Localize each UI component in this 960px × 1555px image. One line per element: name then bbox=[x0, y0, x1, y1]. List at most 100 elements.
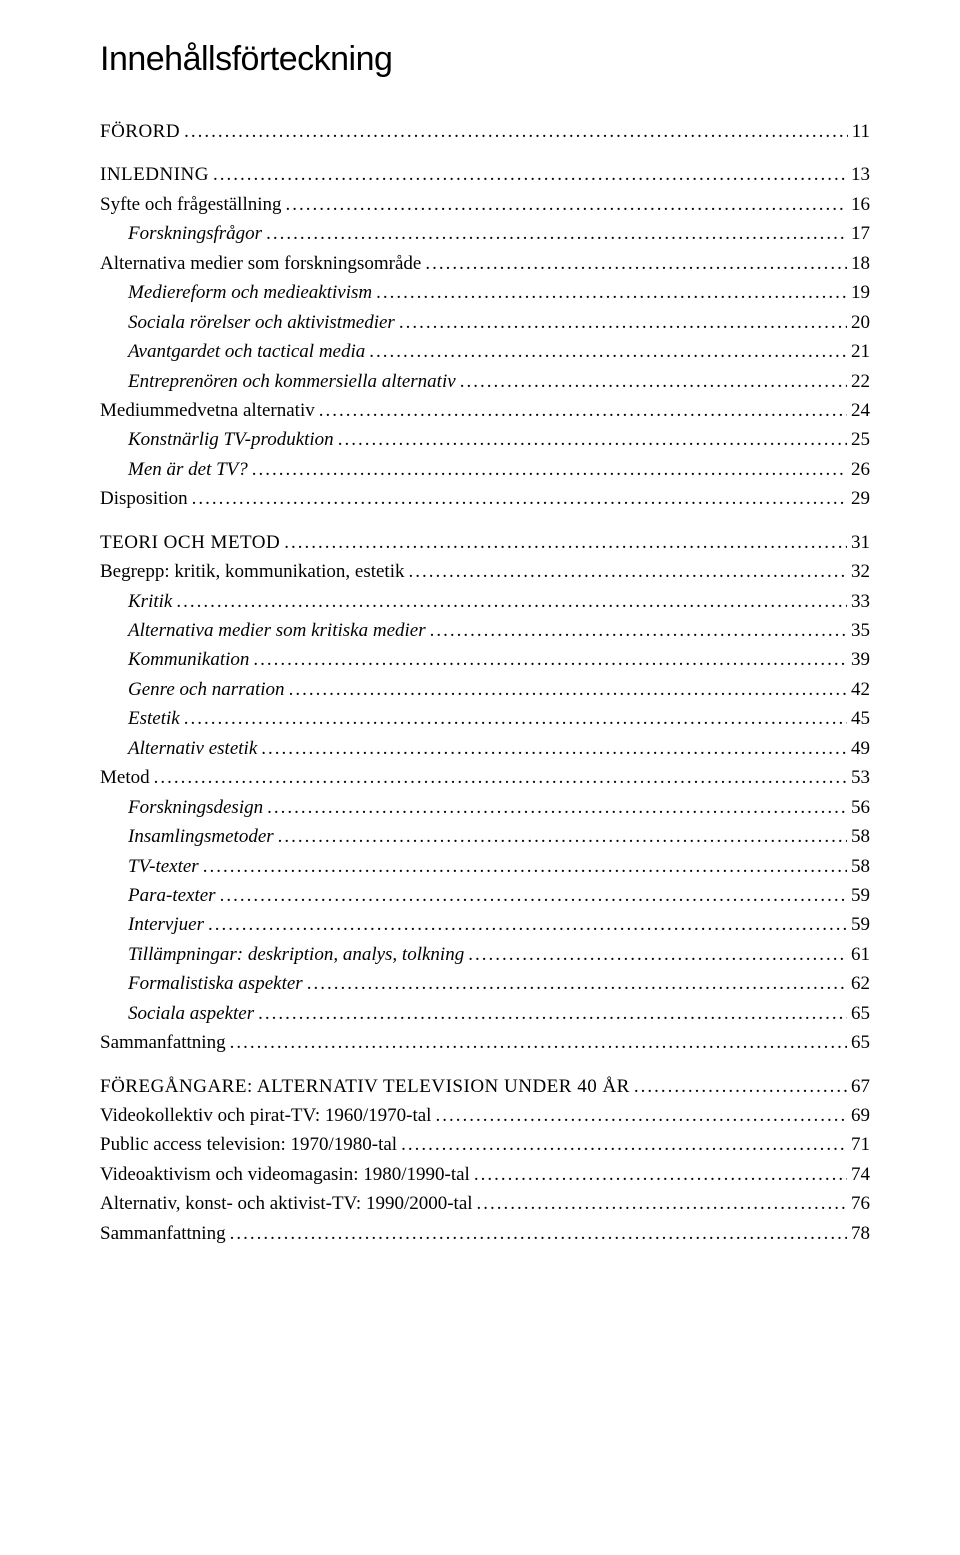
toc-entry: Alternativ, konst- och aktivist-TV: 1990… bbox=[100, 1189, 870, 1218]
toc-entry-page: 58 bbox=[851, 852, 870, 881]
toc-leader-dots bbox=[289, 675, 847, 704]
toc-entry-label: Sammanfattning bbox=[100, 1028, 226, 1057]
toc-entry: Videoaktivism och videomagasin: 1980/199… bbox=[100, 1160, 870, 1189]
toc-entry-page: 61 bbox=[851, 940, 870, 969]
toc-leader-dots bbox=[213, 160, 847, 189]
toc-entry-page: 39 bbox=[851, 645, 870, 674]
toc-leader-dots bbox=[319, 396, 847, 425]
toc-entry-label: Alternativ, konst- och aktivist-TV: 1990… bbox=[100, 1189, 473, 1218]
toc-entry-page: 58 bbox=[851, 822, 870, 851]
toc-entry: Sociala rörelser och aktivistmedier20 bbox=[100, 308, 870, 337]
toc-leader-dots bbox=[408, 557, 847, 586]
toc-entry: Alternativa medier som forskningsområde1… bbox=[100, 249, 870, 278]
toc-entry-page: 33 bbox=[851, 587, 870, 616]
toc-entry-label: Formalistiska aspekter bbox=[128, 969, 303, 998]
toc-leader-dots bbox=[266, 219, 847, 248]
toc-leader-dots bbox=[220, 881, 847, 910]
toc-entry: Mediereform och medieaktivism19 bbox=[100, 278, 870, 307]
toc-entry-page: 53 bbox=[851, 763, 870, 792]
toc-entry-label: Men är det TV? bbox=[128, 455, 248, 484]
toc-entry-label: Alternativ estetik bbox=[128, 734, 257, 763]
toc-entry-label: Metod bbox=[100, 763, 150, 792]
toc-entry: Kritik 33 bbox=[100, 587, 870, 616]
toc-leader-dots bbox=[261, 734, 847, 763]
toc-entry: Sociala aspekter 65 bbox=[100, 999, 870, 1028]
toc-entry: Insamlingsmetoder 58 bbox=[100, 822, 870, 851]
toc-entry-label: Insamlingsmetoder bbox=[128, 822, 274, 851]
toc-leader-dots bbox=[430, 616, 847, 645]
toc-entry: Sammanfattning78 bbox=[100, 1219, 870, 1248]
toc-entry-label: Intervjuer bbox=[128, 910, 204, 939]
toc-entry: Public access television: 1970/1980-tal7… bbox=[100, 1130, 870, 1159]
toc-leader-dots bbox=[634, 1072, 847, 1101]
toc-entry-label: Kritik bbox=[128, 587, 172, 616]
toc-entry-label: Forskningsfrågor bbox=[128, 219, 262, 248]
toc-entry: TEORI OCH METOD 31 bbox=[100, 528, 870, 557]
toc-leader-dots bbox=[208, 910, 847, 939]
toc-entry-label: TEORI OCH METOD bbox=[100, 528, 280, 557]
toc-leader-dots bbox=[192, 484, 847, 513]
toc-entry: Formalistiska aspekter 62 bbox=[100, 969, 870, 998]
toc-entry-label: Entreprenören och kommersiella alternati… bbox=[128, 367, 456, 396]
toc-entry-page: 65 bbox=[851, 1028, 870, 1057]
toc-entry: Alternativ estetik 49 bbox=[100, 734, 870, 763]
toc-entry-label: Kommunikation bbox=[128, 645, 249, 674]
toc-entry-page: 31 bbox=[851, 528, 870, 557]
toc-entry: Alternativa medier som kritiska medier35 bbox=[100, 616, 870, 645]
toc-entry-label: Begrepp: kritik, kommunikation, estetik bbox=[100, 557, 404, 586]
toc-entry: Videokollektiv och pirat-TV: 1960/1970-t… bbox=[100, 1101, 870, 1130]
toc-entry-page: 24 bbox=[851, 396, 870, 425]
toc-entry-label: Estetik bbox=[128, 704, 180, 733]
toc-leader-dots bbox=[425, 249, 847, 278]
toc-entry: Syfte och frågeställning16 bbox=[100, 190, 870, 219]
toc-entry-label: Sociala aspekter bbox=[128, 999, 254, 1028]
toc-leader-dots bbox=[267, 793, 847, 822]
toc-entry: Kommunikation 39 bbox=[100, 645, 870, 674]
toc-entry-page: 49 bbox=[851, 734, 870, 763]
toc-entry: Konstnärlig TV-produktion 25 bbox=[100, 425, 870, 454]
toc-leader-dots bbox=[184, 704, 847, 733]
toc-entry-page: 65 bbox=[851, 999, 870, 1028]
toc-entry-label: Avantgardet och tactical media bbox=[128, 337, 365, 366]
toc-entry-label: Videokollektiv och pirat-TV: 1960/1970-t… bbox=[100, 1101, 431, 1130]
toc-entry: FÖRORD11 bbox=[100, 117, 870, 146]
toc-entry-label: Mediummedvetna alternativ bbox=[100, 396, 315, 425]
toc-entry-label: Alternativa medier som forskningsområde bbox=[100, 249, 421, 278]
toc-leader-dots bbox=[460, 367, 847, 396]
toc-entry-label: FÖRORD bbox=[100, 117, 180, 146]
toc-entry: Sammanfattning 65 bbox=[100, 1028, 870, 1057]
toc-entry-label: FÖREGÅNGARE: ALTERNATIV TELEVISION UNDER… bbox=[100, 1072, 630, 1101]
toc-entry-label: Para-texter bbox=[128, 881, 216, 910]
toc-entry-page: 21 bbox=[851, 337, 870, 366]
toc-entry-page: 19 bbox=[851, 278, 870, 307]
toc-entry-page: 17 bbox=[851, 219, 870, 248]
toc-leader-dots bbox=[203, 852, 847, 881]
toc-entry-label: Public access television: 1970/1980-tal bbox=[100, 1130, 397, 1159]
toc-leader-dots bbox=[401, 1130, 847, 1159]
toc-entry: Forskningsfrågor 17 bbox=[100, 219, 870, 248]
toc-entry-page: 29 bbox=[851, 484, 870, 513]
toc-entry-page: 76 bbox=[851, 1189, 870, 1218]
toc-leader-dots bbox=[474, 1160, 847, 1189]
toc-entry-page: 62 bbox=[851, 969, 870, 998]
toc-leader-dots bbox=[278, 822, 847, 851]
toc-entry-page: 35 bbox=[851, 616, 870, 645]
toc-entry-page: 42 bbox=[851, 675, 870, 704]
table-of-contents: FÖRORD11INLEDNING13Syfte och frågeställn… bbox=[100, 117, 870, 1248]
toc-entry-page: 74 bbox=[851, 1160, 870, 1189]
toc-entry-page: 69 bbox=[851, 1101, 870, 1130]
toc-entry-page: 13 bbox=[851, 160, 870, 189]
toc-entry: Avantgardet och tactical media 21 bbox=[100, 337, 870, 366]
toc-leader-dots bbox=[369, 337, 847, 366]
toc-entry-page: 67 bbox=[851, 1072, 870, 1101]
toc-entry-label: Konstnärlig TV-produktion bbox=[128, 425, 334, 454]
toc-entry: Estetik45 bbox=[100, 704, 870, 733]
toc-leader-dots bbox=[435, 1101, 847, 1130]
toc-entry-label: Forskningsdesign bbox=[128, 793, 263, 822]
toc-leader-dots bbox=[230, 1219, 847, 1248]
toc-leader-dots bbox=[399, 308, 847, 337]
toc-entry: FÖREGÅNGARE: ALTERNATIV TELEVISION UNDER… bbox=[100, 1072, 870, 1101]
toc-entry-page: 25 bbox=[851, 425, 870, 454]
toc-entry-label: Syfte och frågeställning bbox=[100, 190, 282, 219]
toc-leader-dots bbox=[176, 587, 847, 616]
